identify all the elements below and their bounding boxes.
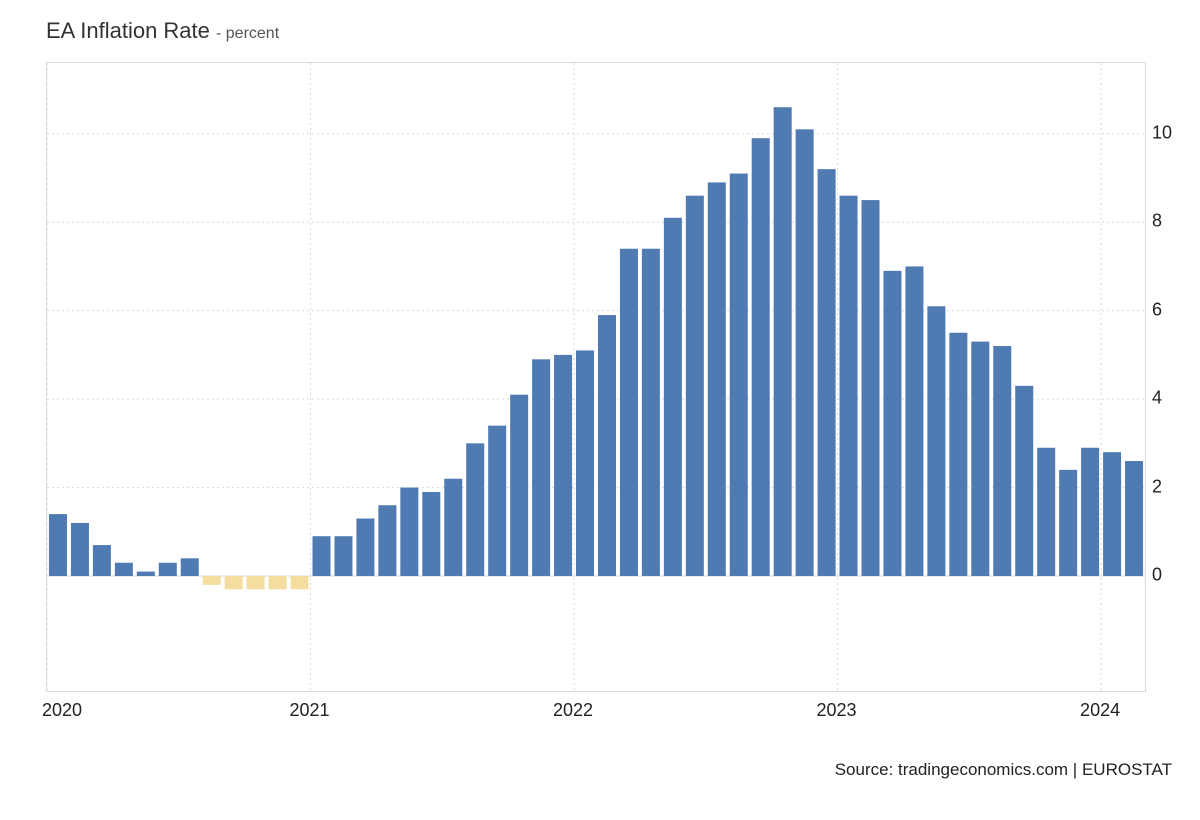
bar bbox=[730, 174, 748, 576]
bar bbox=[796, 129, 814, 576]
bar bbox=[378, 505, 396, 576]
x-tick-label: 2020 bbox=[42, 700, 82, 721]
bar bbox=[993, 346, 1011, 576]
bar bbox=[225, 576, 243, 589]
x-tick-label: 2024 bbox=[1080, 700, 1120, 721]
bar bbox=[356, 519, 374, 576]
bar bbox=[708, 182, 726, 576]
bar bbox=[466, 443, 484, 576]
bar bbox=[269, 576, 287, 589]
bar bbox=[971, 342, 989, 576]
bar bbox=[247, 576, 265, 589]
y-tick-label: 6 bbox=[1152, 299, 1162, 320]
chart-title: EA Inflation Rate - percent bbox=[46, 18, 279, 44]
bar bbox=[862, 200, 880, 576]
bar bbox=[686, 196, 704, 576]
bar bbox=[291, 576, 309, 589]
bar bbox=[1125, 461, 1143, 576]
bar bbox=[774, 107, 792, 576]
bar bbox=[1015, 386, 1033, 576]
chart-container: EA Inflation Rate - percent 2020 2021 2022… bbox=[0, 0, 1200, 820]
bar-chart bbox=[46, 62, 1146, 692]
y-tick-label: 2 bbox=[1152, 476, 1162, 497]
bar bbox=[510, 395, 528, 576]
bar bbox=[576, 350, 594, 576]
title-unit: - percent bbox=[216, 25, 279, 42]
bar bbox=[49, 514, 67, 576]
x-tick-label: 2021 bbox=[289, 700, 329, 721]
title-main: EA Inflation Rate bbox=[46, 18, 216, 43]
bar bbox=[840, 196, 858, 576]
bar bbox=[488, 426, 506, 576]
y-tick-label: 10 bbox=[1152, 122, 1172, 143]
bar bbox=[752, 138, 770, 576]
y-tick-label: 8 bbox=[1152, 211, 1162, 232]
bar bbox=[642, 249, 660, 576]
bar bbox=[203, 576, 221, 585]
bar bbox=[949, 333, 967, 576]
bar bbox=[554, 355, 572, 576]
bar bbox=[818, 169, 836, 576]
bar bbox=[1103, 452, 1121, 576]
bar bbox=[444, 479, 462, 576]
bar bbox=[400, 488, 418, 576]
bar bbox=[1059, 470, 1077, 576]
y-axis-labels: 0 2 4 6 8 10 bbox=[1152, 62, 1192, 692]
bar bbox=[159, 563, 177, 576]
bar bbox=[71, 523, 89, 576]
source-attribution: Source: tradingeconomics.com | EUROSTAT bbox=[835, 760, 1172, 780]
bar bbox=[883, 271, 901, 576]
x-tick-label: 2023 bbox=[817, 700, 857, 721]
bar bbox=[422, 492, 440, 576]
x-axis-labels: 20202021202220232024 bbox=[46, 700, 1146, 730]
bar bbox=[598, 315, 616, 576]
bar bbox=[532, 359, 550, 576]
bar bbox=[137, 572, 155, 576]
bar bbox=[664, 218, 682, 576]
bar bbox=[313, 536, 331, 576]
y-tick-label: 4 bbox=[1152, 388, 1162, 409]
bar bbox=[905, 266, 923, 576]
bar bbox=[1081, 448, 1099, 576]
bar bbox=[927, 306, 945, 576]
bar bbox=[334, 536, 352, 576]
bar bbox=[1037, 448, 1055, 576]
bar bbox=[620, 249, 638, 576]
y-tick-label: 0 bbox=[1152, 565, 1162, 586]
bar bbox=[93, 545, 111, 576]
x-tick-label: 2022 bbox=[553, 700, 593, 721]
chart-svg bbox=[47, 63, 1145, 691]
bar bbox=[115, 563, 133, 576]
bar bbox=[181, 558, 199, 576]
